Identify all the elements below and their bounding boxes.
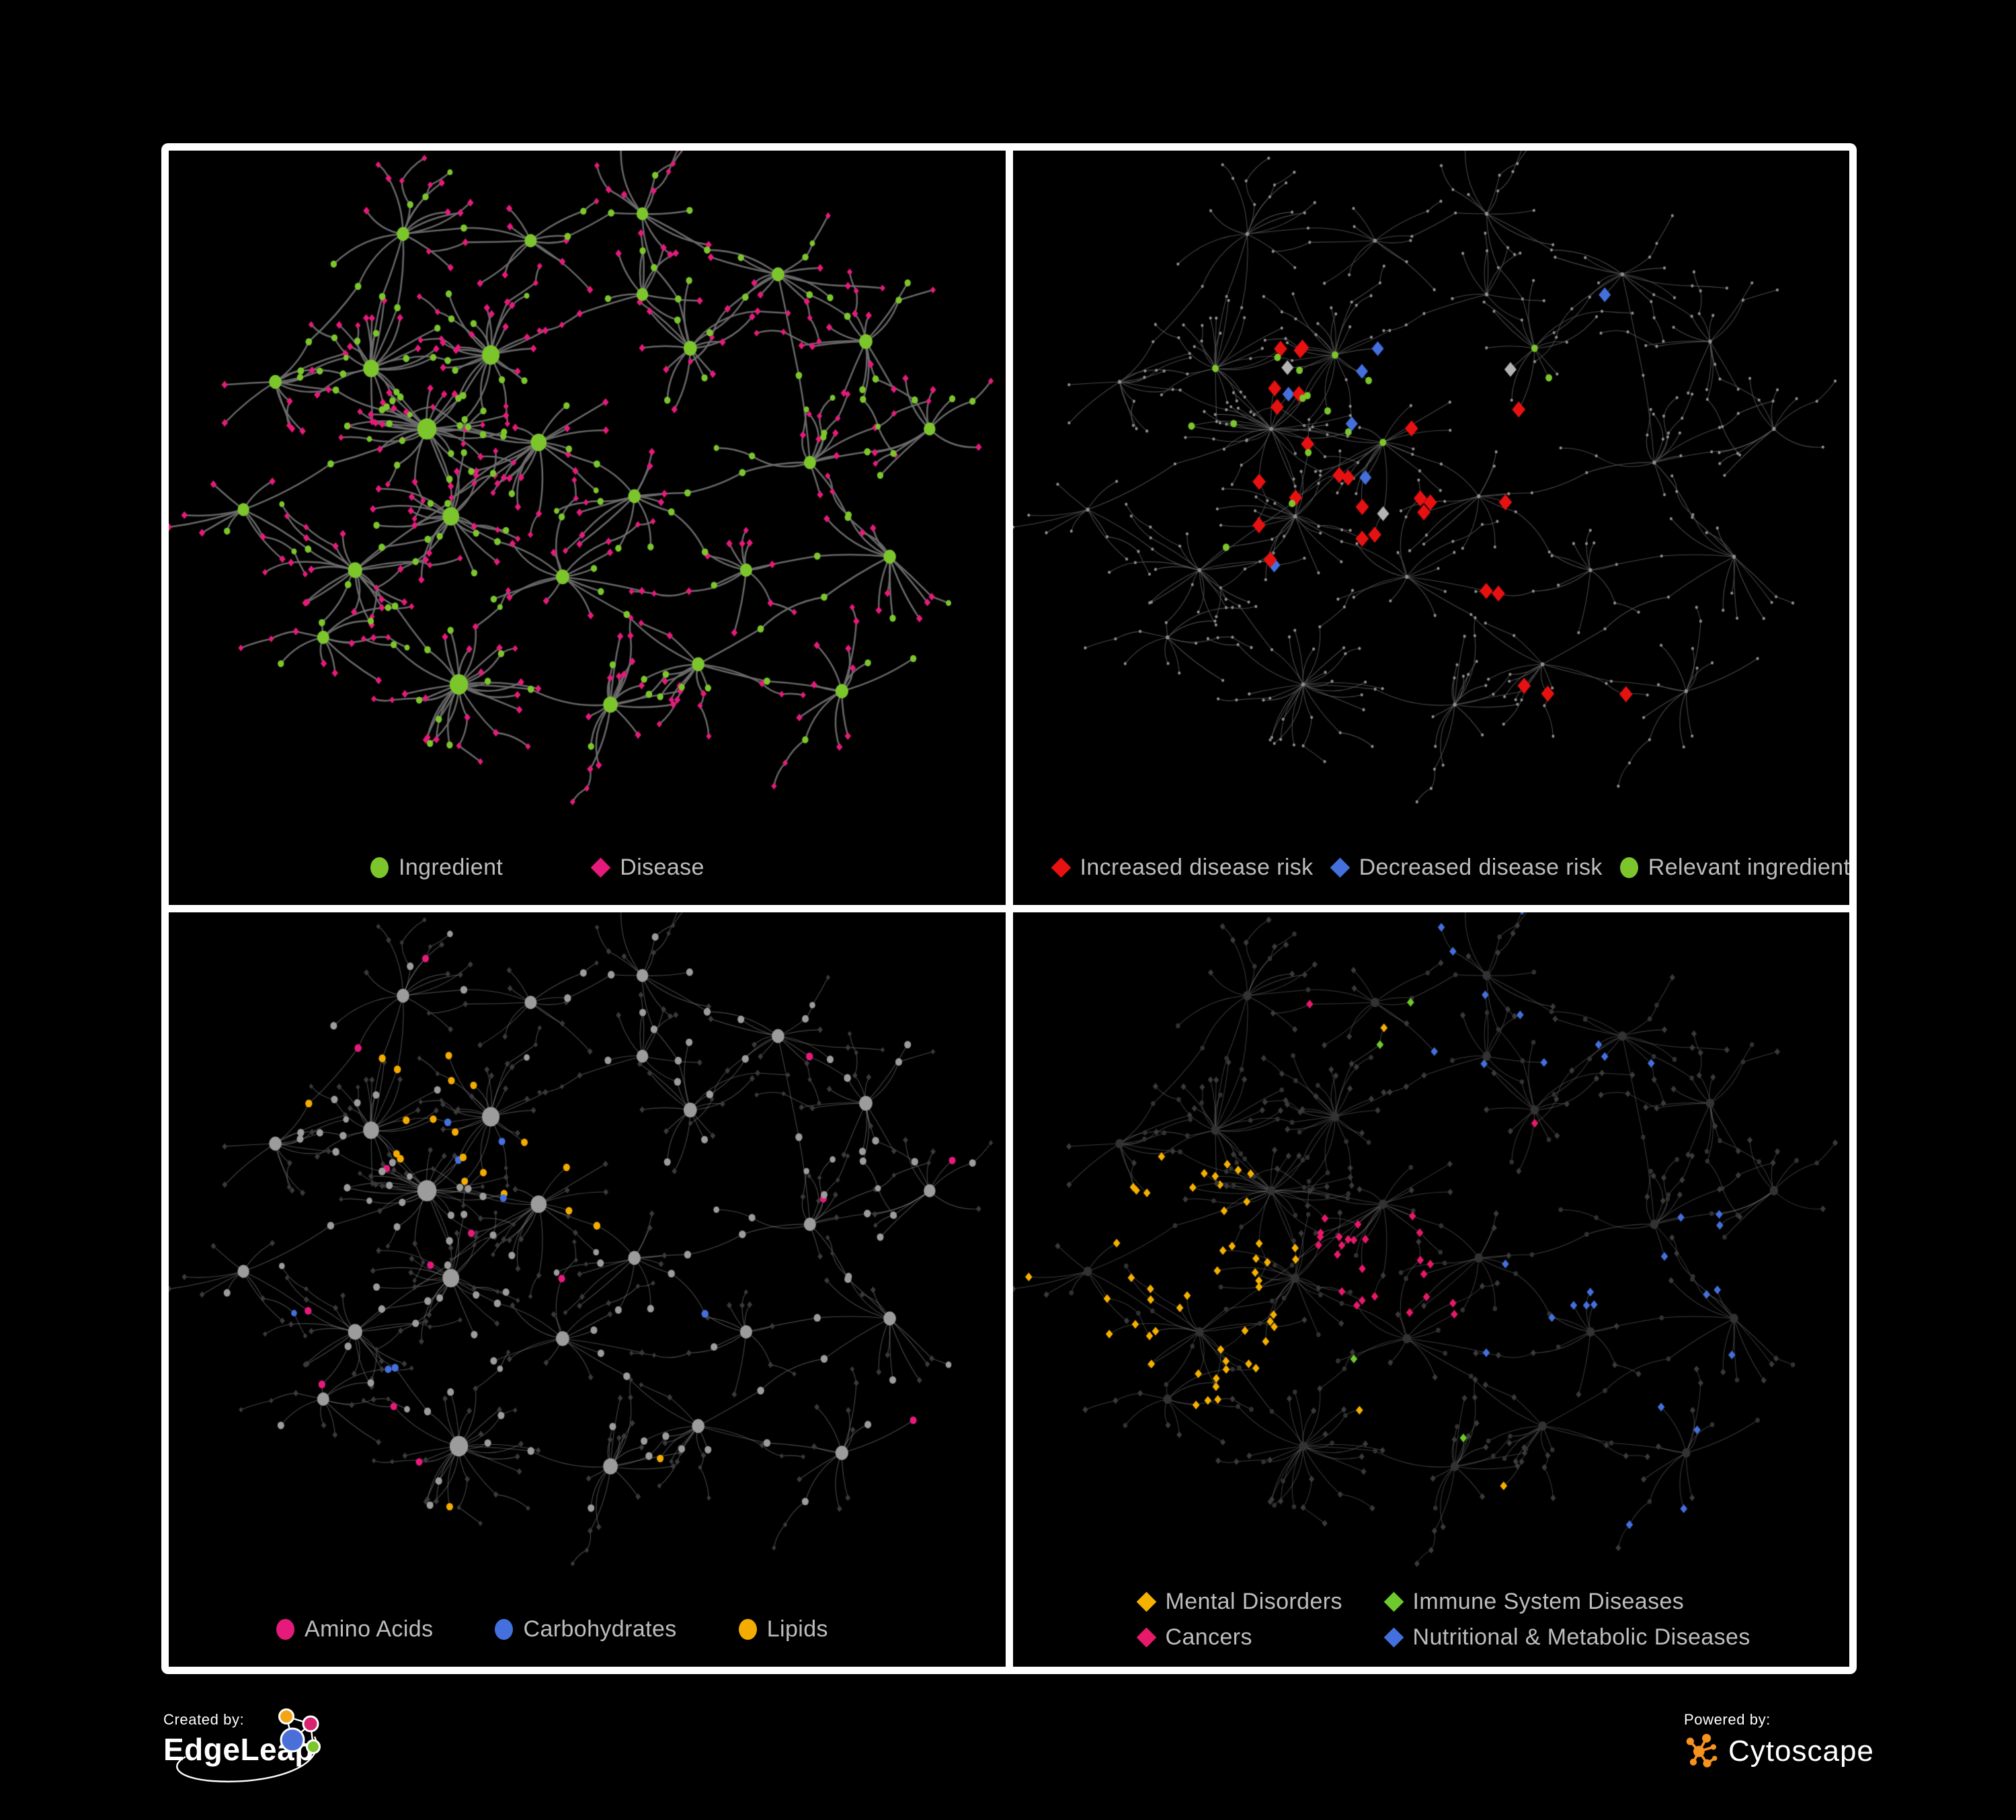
legend-label: Cancers [1165,1624,1252,1650]
legend-item-lipids: Lipids [738,1616,828,1643]
legend-label: Ingredient [399,855,503,880]
legend-disease-classes: Mental Disorders Immune System Diseases Ca… [1136,1589,1750,1651]
legend-item-nutritional-metabolic-diseases: Nutritional & Metabolic Diseases [1383,1624,1750,1651]
legend-marker-diamond-icon [1136,1627,1156,1648]
legend-marker-circle-icon [1619,857,1638,878]
legend-label: Relevant ingredient [1648,855,1849,880]
legend-item-amino-acids: Amino Acids [276,1616,433,1643]
powered-block: Powered by: Cytoscape [1684,1711,1874,1770]
powered-by-label: Powered by: [1684,1711,1771,1728]
legend-label: Mental Disorders [1165,1589,1342,1614]
legend-marker-diamond-icon [1330,857,1350,878]
created-by-label: Created by: [163,1711,245,1728]
legend-marker-diamond-icon [1383,1627,1404,1648]
legend-label: Decreased disease risk [1359,855,1603,880]
panel-disease-risk: Increased disease risk Decreased disease … [1012,151,1849,905]
legend-disease-risk: Increased disease risk Decreased disease … [1013,855,1849,881]
legend-item-increased-disease-risk: Increased disease risk [1051,855,1314,881]
legend-marker-circle-icon [495,1619,514,1640]
network-canvas-nutrient-classes [169,912,1004,1605]
legend-label: Immune System Diseases [1412,1589,1685,1614]
legend-marker-diamond-icon [1136,1591,1156,1612]
cytoscape-logo-icon [1686,1733,1718,1768]
legend-item-relevant-ingredient: Relevant ingredient [1619,855,1849,881]
legend-marker-circle-icon [276,1619,294,1640]
network-canvas-ingredient-disease [169,151,1004,843]
panel-ingredient-disease: Ingredient Disease [169,151,1006,905]
legend-item-ingredient: Ingredient [370,855,503,881]
credit-block: Created by: EdgeLeap [163,1708,321,1782]
legend-item-cancers: Cancers [1136,1624,1385,1651]
legend-nutrient-classes: Amino Acids Carbohydrates Lipids [169,1616,1006,1643]
legend-marker-diamond-icon [590,857,611,878]
legend-item-carbohydrates: Carbohydrates [495,1616,676,1643]
legend-label: Nutritional & Metabolic Diseases [1412,1624,1750,1650]
network-canvas-disease-risk [1012,151,1849,843]
legend-marker-circle-icon [738,1619,757,1640]
network-grid: Ingredient Disease Increased disease risk… [161,143,1857,1674]
panel-nutrient-classes: Amino Acids Carbohydrates Lipids [169,912,1006,1667]
edgeleap-brand: EdgeLeap [163,1732,314,1767]
legend-label: Carbohydrates [523,1616,677,1642]
legend-label: Disease [620,855,704,880]
legend-marker-diamond-icon [1383,1591,1404,1612]
legend-label: Increased disease risk [1080,855,1314,880]
legend-marker-circle-icon [370,857,389,878]
legend-label: Lipids [766,1616,828,1642]
legend-item-immune-system-diseases: Immune System Diseases [1383,1589,1750,1615]
legend-marker-diamond-icon [1051,857,1071,878]
legend-ingredient-disease: Ingredient Disease [169,855,1006,881]
cytoscape-brand: Cytoscape [1728,1735,1874,1768]
legend-item-disease: Disease [590,855,704,881]
legend-label: Amino Acids [305,1616,434,1642]
network-canvas-disease-classes [1012,912,1849,1605]
panel-disease-classes: Mental Disorders Immune System Diseases Ca… [1012,912,1849,1667]
legend-item-mental-disorders: Mental Disorders [1136,1589,1385,1615]
legend-item-decreased-disease-risk: Decreased disease risk [1330,855,1603,881]
